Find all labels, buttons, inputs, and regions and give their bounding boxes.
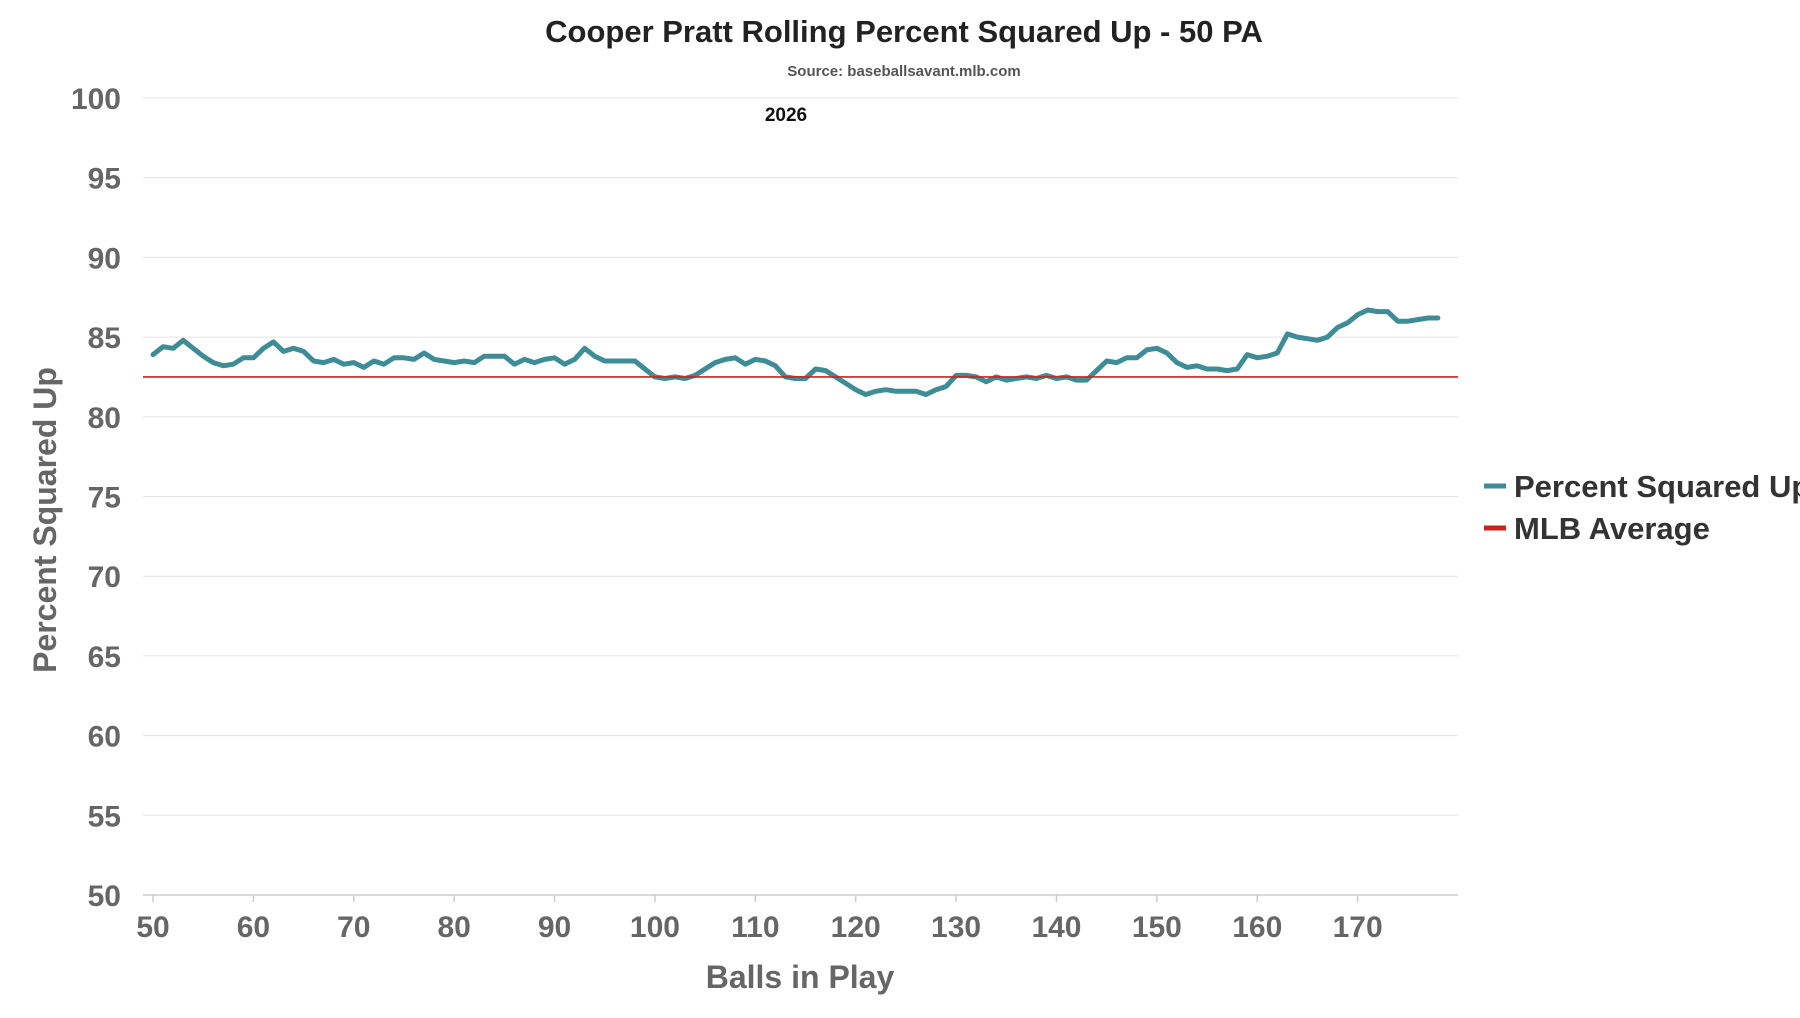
- x-axis-label: Balls in Play: [706, 959, 895, 995]
- y-axis-ticks: 50 55 60 65 70 75 80 85 90 95 100: [71, 83, 121, 913]
- x-axis-ticks: 50 60 70 80 90 100 110 120 130 140 150 160 170: [136, 895, 1383, 944]
- series-layer: [143, 307, 1458, 397]
- y-tick-label: 85: [88, 322, 121, 355]
- y-tick-label: 90: [88, 242, 121, 275]
- legend-entry-label: MLB Average: [1514, 511, 1710, 546]
- y-axis-label: Percent Squared Up: [27, 367, 63, 673]
- x-tick-label: 140: [1031, 911, 1081, 944]
- y-tick-label: 100: [71, 83, 121, 116]
- percent-squared-up-line: [150, 307, 1441, 397]
- legend: Percent Squared Up MLB Average: [1484, 469, 1800, 546]
- y-tick-label: 70: [88, 561, 121, 594]
- y-tick-label: 50: [88, 880, 121, 913]
- x-tick-label: 110: [731, 911, 779, 944]
- legend-entry-label: Percent Squared Up: [1514, 469, 1800, 504]
- chart-title: Cooper Pratt Rolling Percent Squared Up …: [545, 14, 1263, 49]
- x-tick-label: 60: [237, 911, 270, 944]
- gridlines: [143, 97, 1458, 896]
- x-tick-label: 160: [1232, 911, 1282, 944]
- y-tick-label: 55: [88, 800, 121, 833]
- chart-subtitle: Source: baseballsavant.mlb.com: [787, 63, 1020, 80]
- year-annotation: 2026: [765, 105, 807, 126]
- y-tick-label: 95: [88, 163, 121, 196]
- x-tick-label: 50: [136, 911, 169, 944]
- x-tick-label: 70: [337, 911, 370, 944]
- x-tick-label: 130: [931, 911, 981, 944]
- y-tick-label: 65: [88, 641, 121, 674]
- x-tick-label: 150: [1132, 911, 1182, 944]
- x-tick-label: 100: [630, 911, 680, 944]
- y-tick-label: 75: [88, 482, 121, 515]
- x-tick-label: 80: [437, 911, 470, 944]
- y-tick-label: 80: [88, 402, 121, 435]
- x-tick-label: 170: [1333, 911, 1383, 944]
- y-tick-label: 60: [88, 721, 121, 754]
- x-tick-label: 90: [538, 911, 571, 944]
- x-tick-label: 120: [831, 911, 881, 944]
